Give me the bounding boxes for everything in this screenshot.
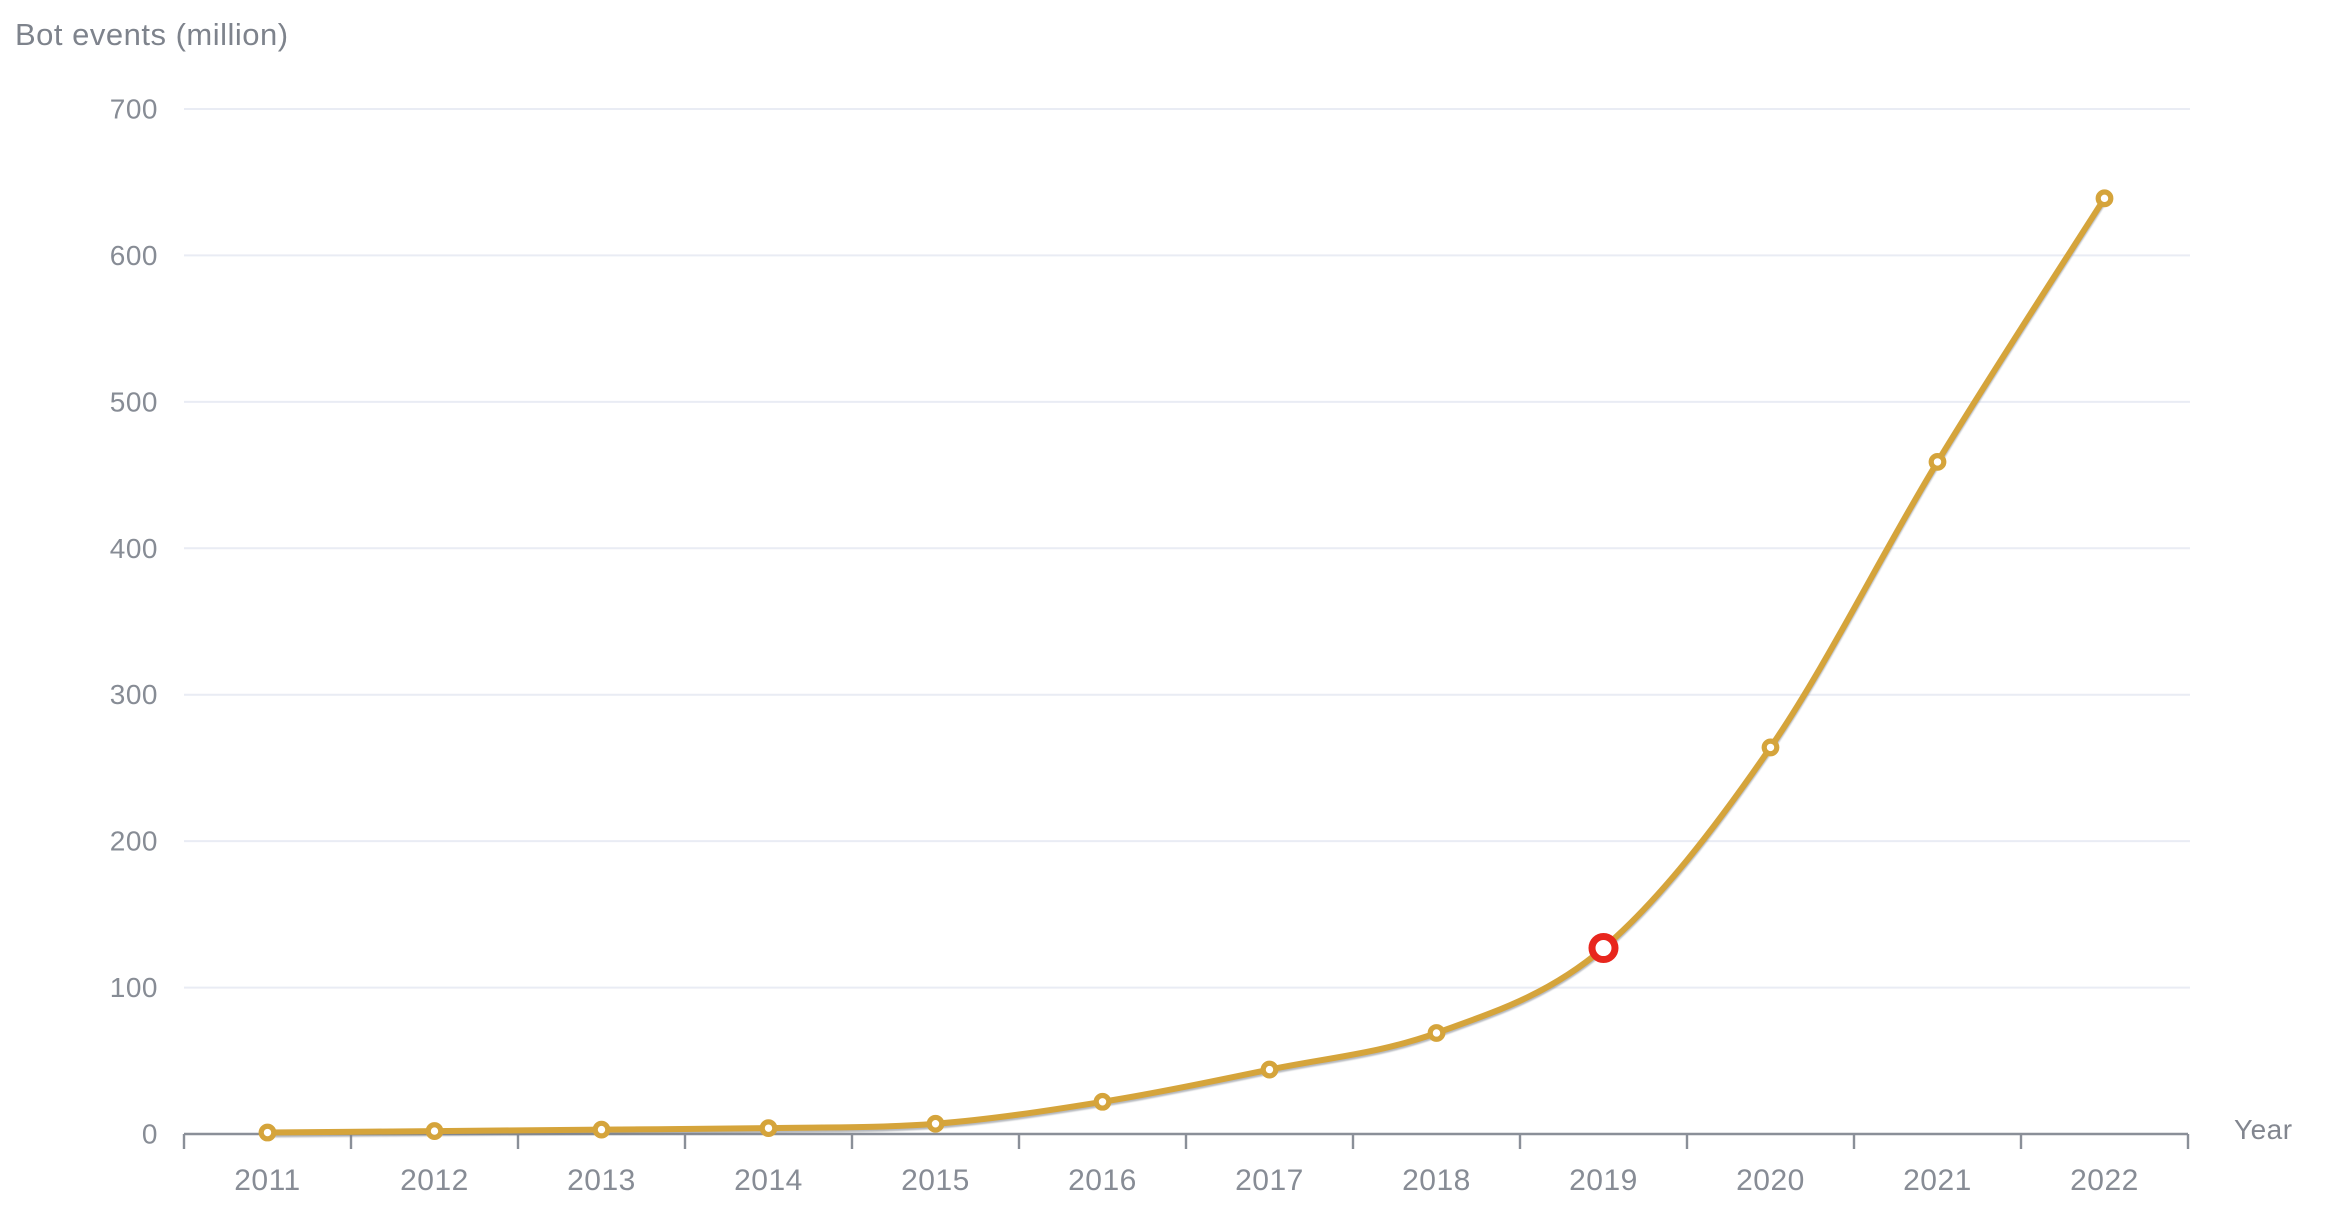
y-tick-label: 500 — [110, 386, 158, 417]
x-axis-title: Year — [2234, 1114, 2293, 1145]
x-tick-label: 2013 — [567, 1164, 636, 1197]
chart-title: Bot events (million) — [15, 17, 289, 52]
x-tick-label: 2012 — [400, 1164, 469, 1197]
data-point-marker — [258, 1123, 277, 1142]
data-point-marker — [1093, 1092, 1112, 1111]
y-tick-label: 400 — [110, 533, 158, 564]
x-tick-label: 2014 — [734, 1164, 803, 1197]
data-point-marker — [1928, 452, 1947, 471]
data-point-marker — [592, 1120, 611, 1139]
x-tick-label: 2021 — [1903, 1164, 1972, 1197]
data-point-marker — [926, 1114, 945, 1133]
data-point-marker — [2095, 189, 2114, 208]
y-tick-label: 200 — [110, 826, 158, 857]
x-tick-label: 2022 — [2070, 1164, 2139, 1197]
x-tick-label: 2020 — [1736, 1164, 1805, 1197]
data-point-marker — [759, 1119, 778, 1138]
data-point-marker — [1427, 1024, 1446, 1042]
series-line — [264, 195, 2108, 1136]
x-tick-label: 2011 — [234, 1164, 301, 1197]
x-tick-label: 2016 — [1068, 1164, 1137, 1197]
x-tick-label: 2017 — [1235, 1164, 1304, 1197]
y-tick-label: 600 — [110, 240, 158, 271]
y-tick-label: 0 — [142, 1119, 158, 1150]
x-tick-label: 2015 — [901, 1164, 970, 1197]
data-point-marker — [1761, 738, 1780, 757]
highlight-ring-2019 — [1588, 933, 1619, 964]
data-point-marker — [425, 1122, 444, 1140]
y-tick-label: 700 — [110, 94, 158, 125]
y-tick-label: 100 — [110, 972, 158, 1003]
data-point-marker — [1260, 1060, 1279, 1079]
y-tick-label: 300 — [110, 679, 158, 710]
x-tick-label: 2019 — [1569, 1164, 1638, 1197]
x-tick-label: 2018 — [1402, 1164, 1471, 1197]
